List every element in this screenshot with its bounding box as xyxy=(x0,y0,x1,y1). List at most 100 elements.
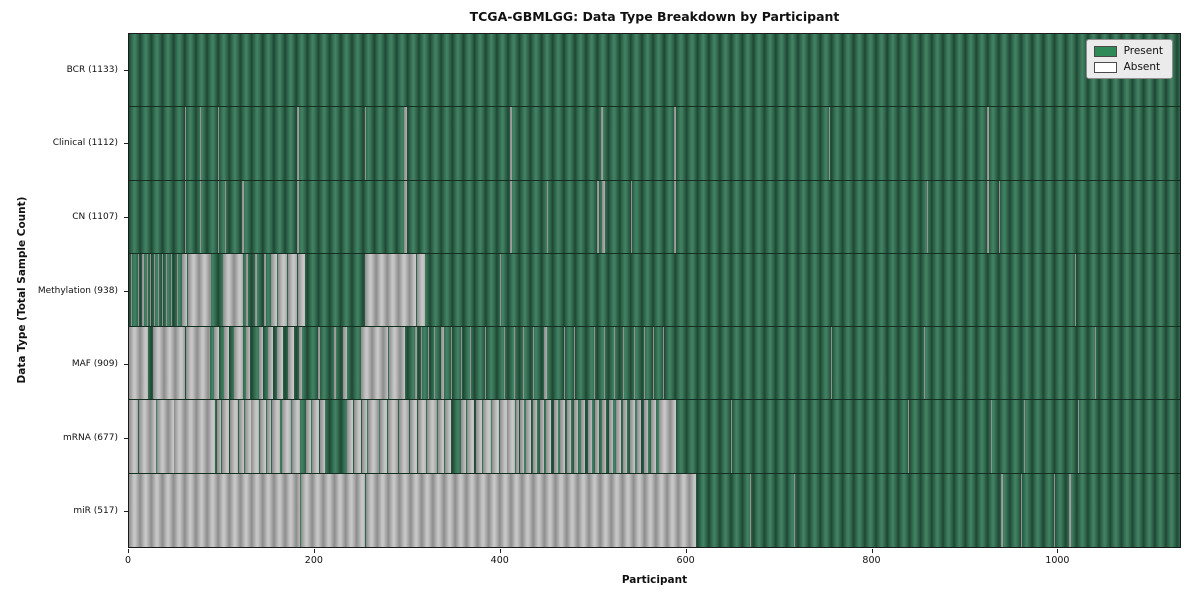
absent-segment xyxy=(557,327,559,400)
absent-segment xyxy=(258,327,263,400)
data-row-CN xyxy=(129,180,1180,254)
absent-segment xyxy=(674,107,677,180)
legend-label: Present xyxy=(1123,45,1163,57)
absent-segment xyxy=(663,327,665,400)
absent-segment xyxy=(403,107,408,180)
absent-segment xyxy=(387,400,398,473)
y-tick-mark xyxy=(124,290,128,292)
x-tick-label: 800 xyxy=(862,555,881,566)
absent-segment xyxy=(134,253,136,327)
absent-segment xyxy=(166,253,168,327)
absent-segment xyxy=(1000,473,1003,547)
y-tick-label: BCR (1133) xyxy=(66,64,118,75)
absent-segment xyxy=(251,400,259,473)
absent-segment xyxy=(218,107,219,180)
x-tick-mark xyxy=(685,549,687,553)
y-tick-label: Clinical (1112) xyxy=(52,138,118,149)
chart-title: TCGA-GBMLGG: Data Type Breakdown by Part… xyxy=(469,9,840,24)
absent-segment xyxy=(403,180,408,253)
absent-segment xyxy=(311,400,320,473)
absent-segment xyxy=(184,180,186,253)
x-tick-label: 400 xyxy=(490,555,509,566)
absent-segment xyxy=(421,327,423,400)
legend-swatch-icon xyxy=(1093,45,1117,57)
absent-segment xyxy=(259,400,267,473)
absent-segment xyxy=(427,327,429,400)
absent-segment xyxy=(653,327,655,400)
absent-segment xyxy=(574,327,576,400)
absent-segment xyxy=(364,253,416,327)
absent-segment xyxy=(543,327,548,400)
absent-segment xyxy=(658,400,677,473)
absent-segment xyxy=(461,400,466,473)
absent-segment xyxy=(360,327,388,400)
absent-segment xyxy=(296,107,299,180)
absent-segment xyxy=(643,327,645,400)
absent-segment xyxy=(170,253,172,327)
absent-segment xyxy=(987,180,989,253)
absent-segment xyxy=(545,107,547,180)
absent-segment xyxy=(245,327,250,400)
y-tick-mark xyxy=(124,437,128,439)
absent-segment xyxy=(483,400,491,473)
absent-segment xyxy=(141,253,144,327)
x-tick-mark xyxy=(128,549,129,553)
absent-segment xyxy=(230,400,239,473)
absent-segment xyxy=(306,400,311,473)
x-tick-mark xyxy=(313,549,315,553)
absent-segment xyxy=(146,253,148,327)
absent-segment xyxy=(831,327,833,400)
absent-segment xyxy=(583,327,585,400)
legend-item-absent: Absent xyxy=(1093,61,1163,73)
absent-segment xyxy=(466,400,475,473)
y-tick-mark xyxy=(124,364,128,366)
absent-segment xyxy=(601,107,603,180)
absent-segment xyxy=(139,400,156,473)
absent-segment xyxy=(300,473,365,547)
absent-segment xyxy=(1094,327,1096,400)
absent-segment xyxy=(470,327,472,400)
absent-segment xyxy=(188,253,199,327)
absent-segment xyxy=(199,253,211,327)
absent-segment xyxy=(398,400,410,473)
x-tick-label: 200 xyxy=(304,555,323,566)
absent-segment xyxy=(597,180,600,253)
absent-segment xyxy=(440,327,445,400)
data-row-BCR xyxy=(129,34,1180,108)
absent-segment xyxy=(343,327,347,400)
x-tick-label: 1000 xyxy=(1045,555,1070,566)
absent-segment xyxy=(1077,400,1079,473)
absent-segment xyxy=(318,327,321,400)
absent-segment xyxy=(1053,473,1055,547)
absent-segment xyxy=(637,400,642,473)
absent-segment xyxy=(244,400,251,473)
absent-segment xyxy=(633,327,635,400)
absent-segment xyxy=(566,400,572,473)
absent-segment xyxy=(268,327,273,400)
absent-segment xyxy=(154,253,155,327)
absent-segment xyxy=(150,253,152,327)
absent-segment xyxy=(224,180,227,253)
absent-segment xyxy=(829,107,831,180)
y-axis: BCR (1133) Clinical (1112) CN (1107) Methyl… xyxy=(0,33,128,548)
absent-segment xyxy=(233,327,244,400)
absent-segment xyxy=(731,400,732,473)
absent-segment xyxy=(129,327,149,400)
absent-segment xyxy=(434,327,436,400)
absent-segment xyxy=(177,253,179,327)
plot-area: Present Absent xyxy=(128,33,1181,548)
absent-segment xyxy=(674,180,677,253)
absent-segment xyxy=(278,253,287,327)
absent-segment xyxy=(510,180,513,253)
absent-segment xyxy=(461,327,462,400)
absent-segment xyxy=(414,327,417,400)
absent-segment xyxy=(560,400,565,473)
absent-segment xyxy=(437,400,445,473)
absent-segment xyxy=(629,400,635,473)
absent-segment xyxy=(242,180,244,253)
absent-segment xyxy=(380,400,387,473)
data-row-MAF xyxy=(129,327,1180,401)
absent-segment xyxy=(129,400,139,473)
absent-segment xyxy=(999,180,1001,253)
y-tick-label: Methylation (938) xyxy=(37,285,118,296)
